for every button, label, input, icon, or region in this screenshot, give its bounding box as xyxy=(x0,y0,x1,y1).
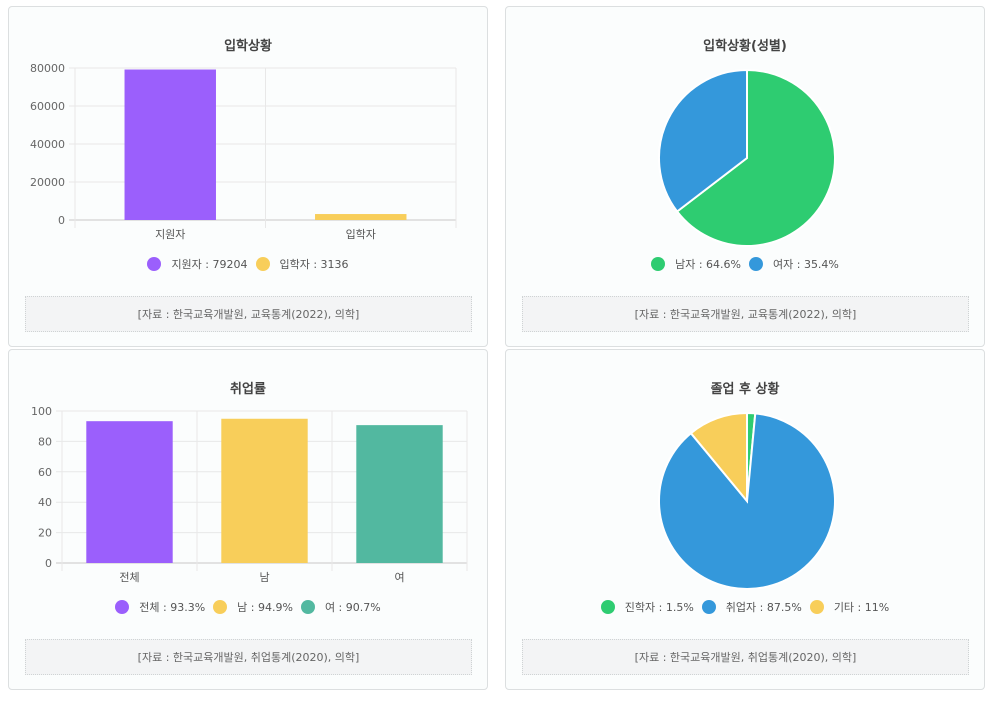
chart-title: 입학상황(성별) xyxy=(703,39,787,54)
source-note: [자료 : 한국교육개발원, 취업통계(2020), 의학] xyxy=(25,639,472,675)
y-tick-label: 60000 xyxy=(30,100,65,113)
legend-label: 여자 : 35.4% xyxy=(773,258,839,271)
chart-legend: 전체 : 93.3% 남 : 94.9% 여 : 90.7% xyxy=(9,599,487,615)
bar-chart-admission: 0 20000 40000 60000 80000 지원자 입학자 xyxy=(30,62,457,241)
legend-item-employed[interactable]: 취업자 : 87.5% xyxy=(701,599,802,615)
y-tick-label: 40 xyxy=(38,496,52,509)
legend-label: 취업자 : 87.5% xyxy=(725,601,802,614)
bar-1 xyxy=(315,214,407,220)
chart-legend: 남자 : 64.6% 여자 : 35.4% xyxy=(506,256,984,272)
legend-label: 여 : 90.7% xyxy=(324,601,381,614)
legend-item-applicants[interactable]: 지원자 : 79204 xyxy=(147,256,248,272)
legend-dot xyxy=(300,600,315,614)
chart-card-after-graduation: 졸업 후 상황 진학자 : 1.5% 취업자 : 87.5% 기타 : 11% … xyxy=(505,349,985,690)
legend-item-further-study[interactable]: 진학자 : 1.5% xyxy=(600,599,694,615)
chart-legend: 지원자 : 79204 입학자 : 3136 xyxy=(9,256,487,272)
x-tick-label: 입학자 xyxy=(346,228,376,241)
legend-label: 남자 : 64.6% xyxy=(675,258,741,271)
chart-legend: 진학자 : 1.5% 취업자 : 87.5% 기타 : 11% xyxy=(506,599,984,615)
chart-card-admission: 입학상황 0 20000 40000 60000 80000 지원자 입학자 지원자 : 7… xyxy=(8,6,488,347)
y-tick-label: 80 xyxy=(38,435,52,448)
legend-dot xyxy=(701,600,716,614)
legend-dot xyxy=(213,600,228,614)
pie-slice-2 xyxy=(689,411,748,504)
bar-0 xyxy=(86,421,173,563)
pie-slice-0 xyxy=(675,68,836,247)
legend-label: 입학자 : 3136 xyxy=(279,258,349,271)
bar-0 xyxy=(124,69,216,220)
bar-chart-employment-rate: 0 20 40 60 80 100 전체 남 여 xyxy=(31,405,468,584)
legend-dot xyxy=(147,257,162,271)
legend-dot xyxy=(600,600,615,614)
legend-dot xyxy=(115,600,130,614)
legend-label: 기타 : 11% xyxy=(833,601,890,614)
legend-dot xyxy=(255,257,270,271)
legend-label: 진학자 : 1.5% xyxy=(624,601,694,614)
y-tick-label: 80000 xyxy=(30,62,65,75)
legend-item-other[interactable]: 기타 : 11% xyxy=(809,599,890,615)
chart-card-employment-rate: 취업률 0 20 40 60 80 100 전체 남 여 전체 : 93.3% 남 : 94.9… xyxy=(8,349,488,690)
x-tick-label: 전체 xyxy=(119,571,139,584)
y-tick-label: 0 xyxy=(45,557,52,570)
pie-slice-1 xyxy=(658,68,748,213)
legend-dot xyxy=(809,600,824,614)
chart-title: 졸업 후 상황 xyxy=(710,382,780,397)
x-tick-label: 남 xyxy=(259,571,269,584)
bar-1 xyxy=(221,418,308,563)
y-tick-label: 20000 xyxy=(30,176,65,189)
bar-2 xyxy=(356,425,443,563)
legend-item-total[interactable]: 전체 : 93.3% xyxy=(115,599,205,615)
legend-item-female[interactable]: 여 : 90.7% xyxy=(300,599,381,615)
legend-label: 남 : 94.9% xyxy=(237,601,293,614)
y-tick-label: 100 xyxy=(31,405,52,418)
source-note: [자료 : 한국교육개발원, 교육통계(2022), 의학] xyxy=(25,296,472,332)
chart-title: 취업률 xyxy=(230,382,266,397)
legend-label: 지원자 : 79204 xyxy=(171,258,248,271)
legend-dot xyxy=(749,257,763,271)
x-tick-label: 여 xyxy=(394,571,404,584)
legend-label: 전체 : 93.3% xyxy=(139,601,206,614)
legend-item-male[interactable]: 남자 : 64.6% xyxy=(651,256,741,272)
legend-dot xyxy=(651,257,666,271)
source-note: [자료 : 한국교육개발원, 교육통계(2022), 의학] xyxy=(522,296,969,332)
legend-item-male[interactable]: 남 : 94.9% xyxy=(213,599,293,615)
y-tick-label: 40000 xyxy=(30,138,65,151)
x-tick-label: 지원자 xyxy=(155,228,185,241)
chart-title: 입학상황 xyxy=(224,39,272,54)
legend-item-female[interactable]: 여자 : 35.4% xyxy=(749,256,839,272)
pie-chart-after-graduation xyxy=(658,411,836,590)
chart-card-admission-gender: 입학상황(성별) 남자 : 64.6% 여자 : 35.4% [자료 : 한국교… xyxy=(505,6,985,347)
legend-item-admitted[interactable]: 입학자 : 3136 xyxy=(255,256,349,272)
pie-chart-admission-gender xyxy=(658,68,836,247)
y-tick-label: 0 xyxy=(58,214,65,227)
y-tick-label: 60 xyxy=(38,466,52,479)
y-tick-label: 20 xyxy=(38,527,52,540)
source-note: [자료 : 한국교육개발원, 취업통계(2020), 의학] xyxy=(522,639,969,675)
